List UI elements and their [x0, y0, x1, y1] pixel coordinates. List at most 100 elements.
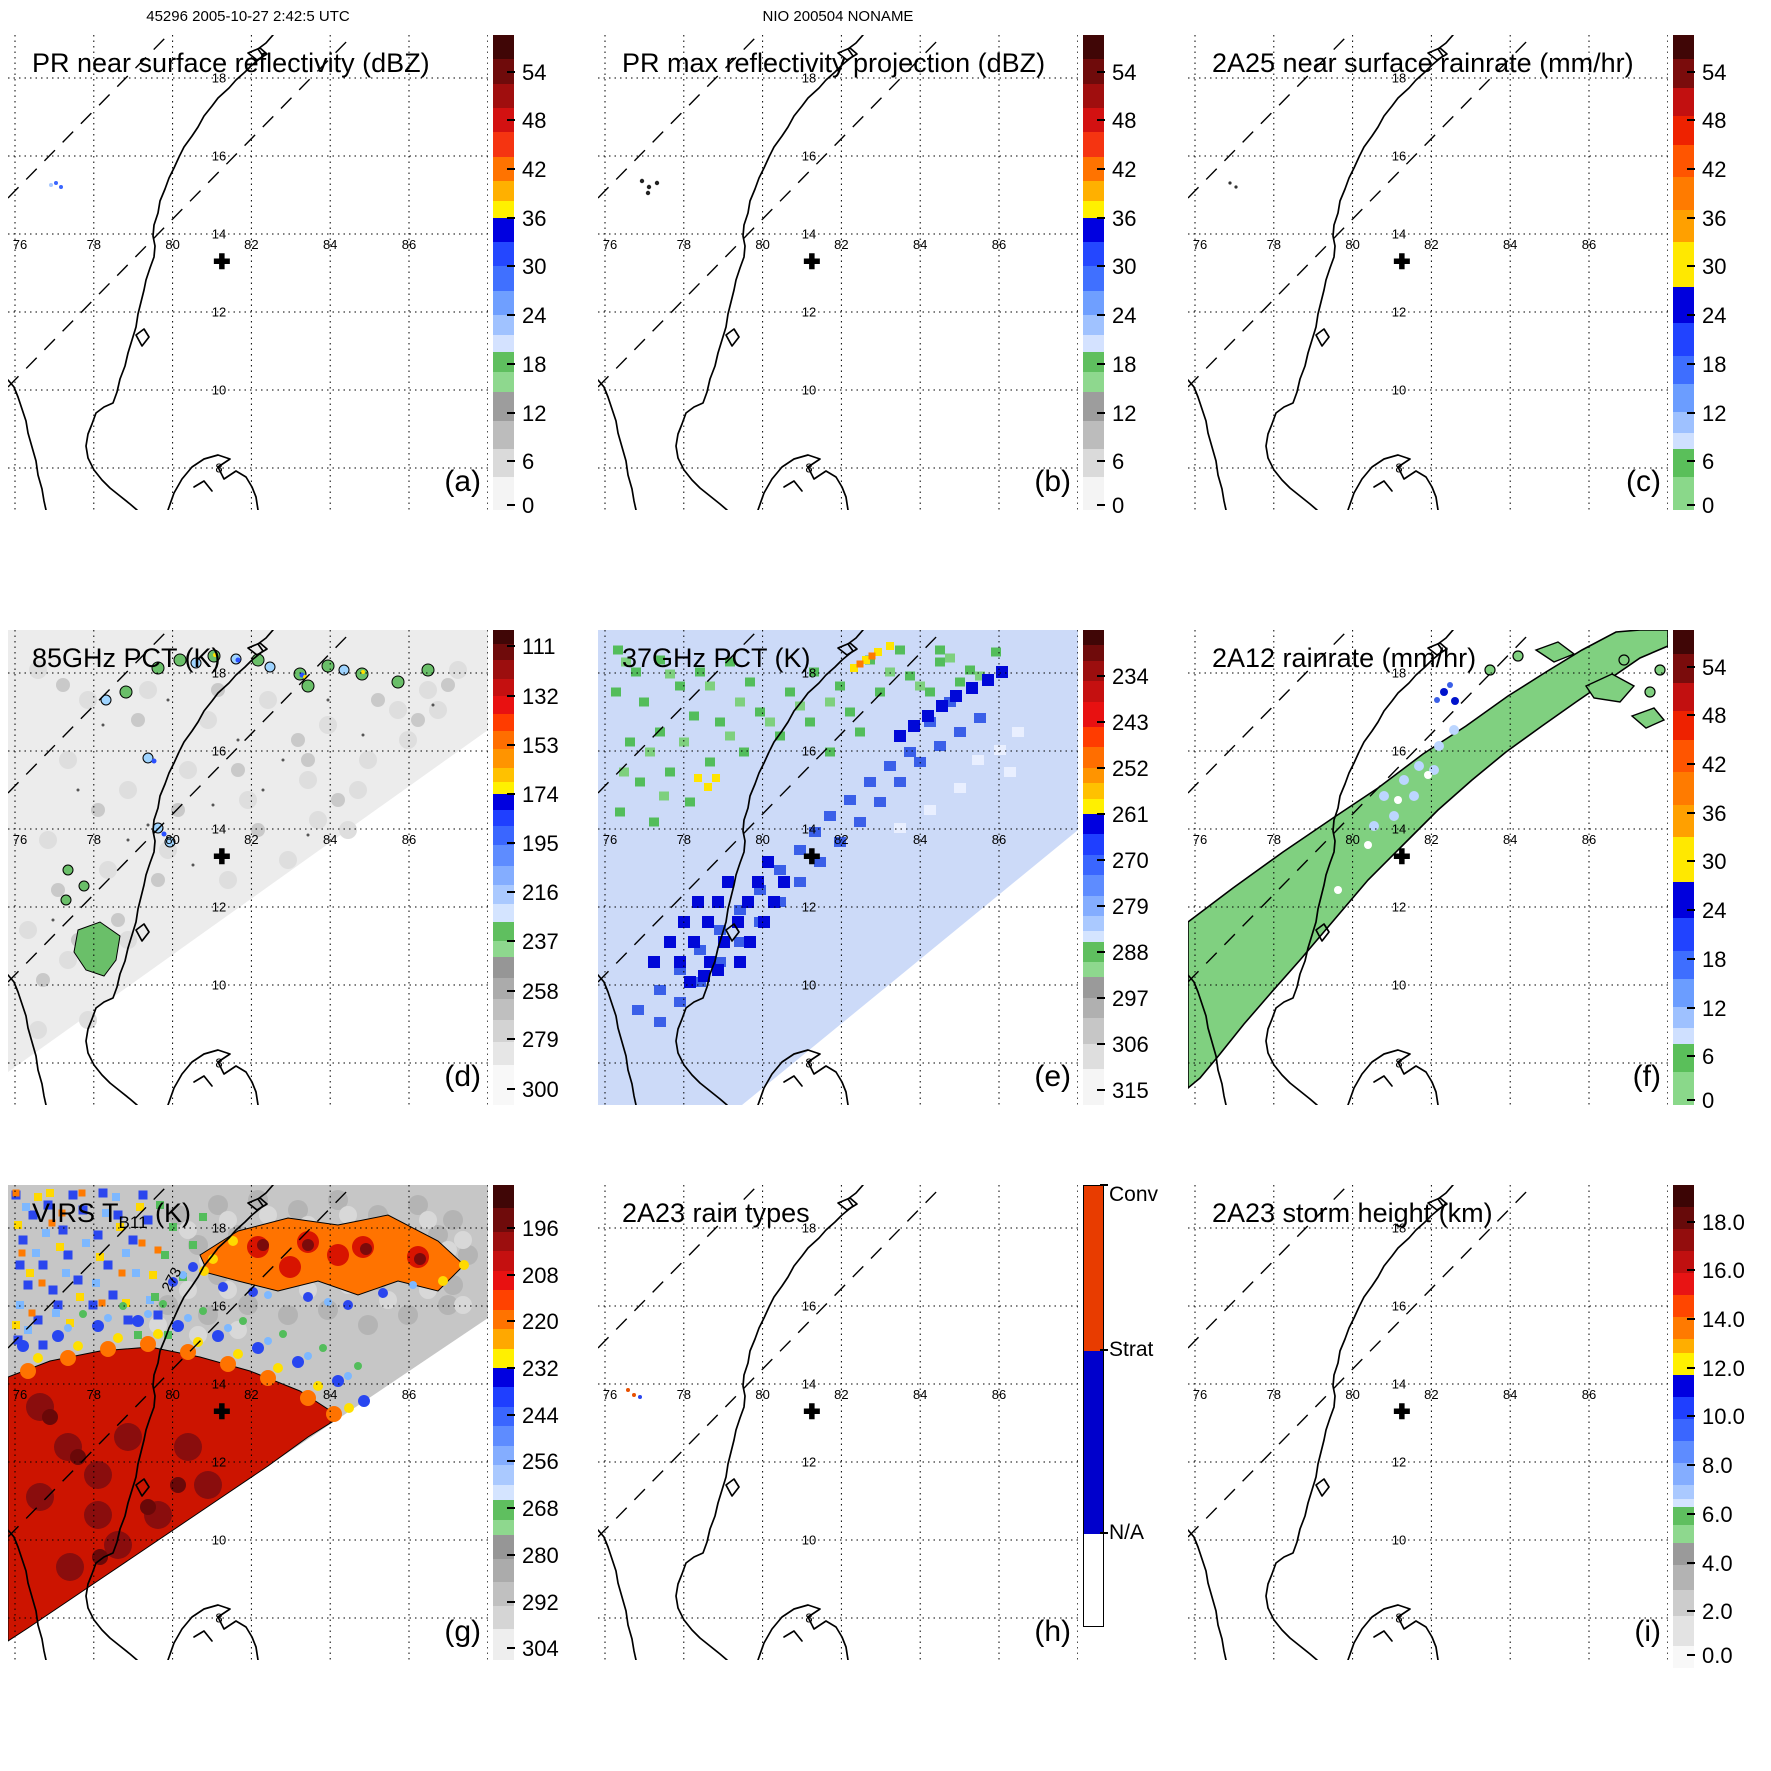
coastline	[1315, 923, 1330, 942]
lon-label: 86	[992, 832, 1006, 847]
panel-title: 37GHz PCT (K)	[622, 643, 811, 673]
lon-label: 80	[165, 832, 179, 847]
colorbar-b: 54 48 42 36 30 24 18 12 6 0	[1083, 35, 1136, 518]
colorbar-tick-label: 252	[1112, 755, 1149, 781]
coastline	[675, 34, 864, 511]
lat-label: 10	[212, 978, 226, 993]
lon-label: 76	[1193, 1387, 1207, 1402]
colorbar-e: 234 243 252 261 270 279 288 297 306 315	[1083, 630, 1149, 1105]
colorbar-tick-label: 0	[1702, 493, 1715, 519]
lon-label: 80	[755, 237, 769, 252]
coastline	[7, 974, 47, 1106]
lon-label: 82	[834, 1387, 848, 1402]
colorbar-tick-label: 195	[522, 830, 559, 856]
coastline	[1347, 454, 1439, 511]
colorbar-tick-label: 10.0	[1702, 1404, 1745, 1430]
lat-label: 16	[212, 1299, 226, 1314]
coastline	[135, 923, 150, 942]
colorbar-tick-label: 24	[1702, 898, 1727, 924]
panel-d: 76 78 80 82 84 86 18 16 14 12 10 8 85GHz PCT (K) (d)	[7, 629, 489, 1106]
lon-label: 76	[13, 832, 27, 847]
lat-label: 10	[1392, 978, 1406, 993]
lon-label: 82	[834, 237, 848, 252]
coastline	[597, 1529, 637, 1661]
colorbar-tick-label: 18	[522, 351, 547, 377]
colorbar-tick-label: 243	[1112, 710, 1149, 736]
swath-edge-line	[7, 629, 169, 794]
coastline	[597, 379, 637, 511]
lat-label: 8	[1395, 1056, 1402, 1071]
lat-label: 14	[1392, 227, 1406, 242]
coastline	[675, 1184, 864, 1661]
coastline	[1315, 1478, 1330, 1497]
lon-label: 82	[1424, 832, 1438, 847]
swath-edge-line	[597, 34, 759, 199]
map-d: 76 78 80 82 84 86 18 16 14 12 10 8 85GHz PCT (K) (d)	[7, 629, 489, 1106]
coastline	[167, 1604, 259, 1661]
swath-edge-line	[1187, 1184, 1349, 1349]
lon-label: 80	[755, 832, 769, 847]
colorbar-tick-label: 300	[522, 1076, 559, 1102]
coastline	[837, 47, 858, 61]
colorbar-i: 18.0 16.0 14.0 12.0 10.0 8.0 6.0 4.0 2.0 0.0	[1673, 1185, 1745, 1668]
panel-b: 76 78 80 82 84 86 18 16 14 12 10 8 PR max reflectivi…	[597, 34, 1079, 511]
panel-title: PR near surface reflectivity (dBZ)	[32, 48, 430, 78]
panel-letter: (d)	[444, 1060, 481, 1093]
swath-edge-line	[7, 34, 169, 199]
coastline	[193, 480, 213, 492]
lon-label: 84	[323, 832, 337, 847]
coastline	[725, 923, 740, 942]
coastline	[1187, 1529, 1227, 1661]
storm-center-cross	[1393, 1403, 1410, 1420]
colorbar-d: 111 132 153 174 195 216 237 258 279 300	[493, 630, 559, 1105]
panel-letter: (g)	[444, 1615, 481, 1648]
lat-label: 10	[1392, 1533, 1406, 1548]
lat-label: 16	[1392, 744, 1406, 759]
lat-label: 8	[1395, 1611, 1402, 1626]
lon-label: 86	[402, 832, 416, 847]
lon-label: 86	[402, 237, 416, 252]
storm-center-cross	[803, 1403, 820, 1420]
lon-label: 86	[1582, 237, 1596, 252]
colorbar-c: 54 48 42 36 30 24 18 12 6 0	[1673, 35, 1726, 518]
colorbar-tick-label: 292	[522, 1589, 559, 1615]
colorbar-tick-label: 24	[1112, 303, 1137, 329]
map-b: 76 78 80 82 84 86 18 16 14 12 10 8 PR max reflectivi…	[597, 34, 1079, 511]
lat-label: 14	[802, 822, 816, 837]
lon-label: 78	[87, 832, 101, 847]
colorbar-tick-label: 237	[522, 929, 559, 955]
lat-label: 18	[1392, 1221, 1406, 1236]
coastline	[1373, 1630, 1393, 1642]
lat-label: 8	[215, 461, 222, 476]
coastline	[597, 974, 637, 1106]
lat-label: 16	[802, 149, 816, 164]
coastline	[1427, 1197, 1448, 1211]
coastline	[725, 1478, 740, 1497]
lat-label: 8	[1395, 461, 1402, 476]
panel-letter: (e)	[1034, 1060, 1071, 1093]
coastline	[247, 1197, 268, 1211]
coastline	[167, 454, 259, 511]
storm-center-cross	[213, 1403, 230, 1420]
swath-edge-line	[1187, 1184, 1534, 1538]
colorbar-tick-label: 36	[522, 205, 547, 231]
coastline	[167, 1049, 259, 1106]
panel-title: VIRS TB11 (K)	[32, 1198, 191, 1232]
lat-label: 8	[215, 1056, 222, 1071]
lat-label: 16	[1392, 1299, 1406, 1314]
lon-label: 86	[992, 1387, 1006, 1402]
lat-label: 12	[1392, 900, 1406, 915]
colorbar-tick-label: 315	[1112, 1077, 1149, 1103]
lat-label: 16	[1392, 149, 1406, 164]
lon-label: 78	[1267, 832, 1281, 847]
colorbar-h: Conv Strat N/A	[1083, 1183, 1158, 1627]
colorbar-tick-label: 30	[1702, 849, 1727, 875]
colorbar-a: 54 48 42 36 30 24 18 12 6 0	[493, 35, 546, 518]
coastline	[1265, 34, 1454, 511]
lat-label: 14	[802, 227, 816, 242]
lon-label: 82	[1424, 237, 1438, 252]
colorbar-tick-label: 280	[522, 1543, 559, 1568]
swath-edge-line	[1187, 34, 1534, 388]
colorbar-tick-label: 54	[1112, 59, 1137, 85]
